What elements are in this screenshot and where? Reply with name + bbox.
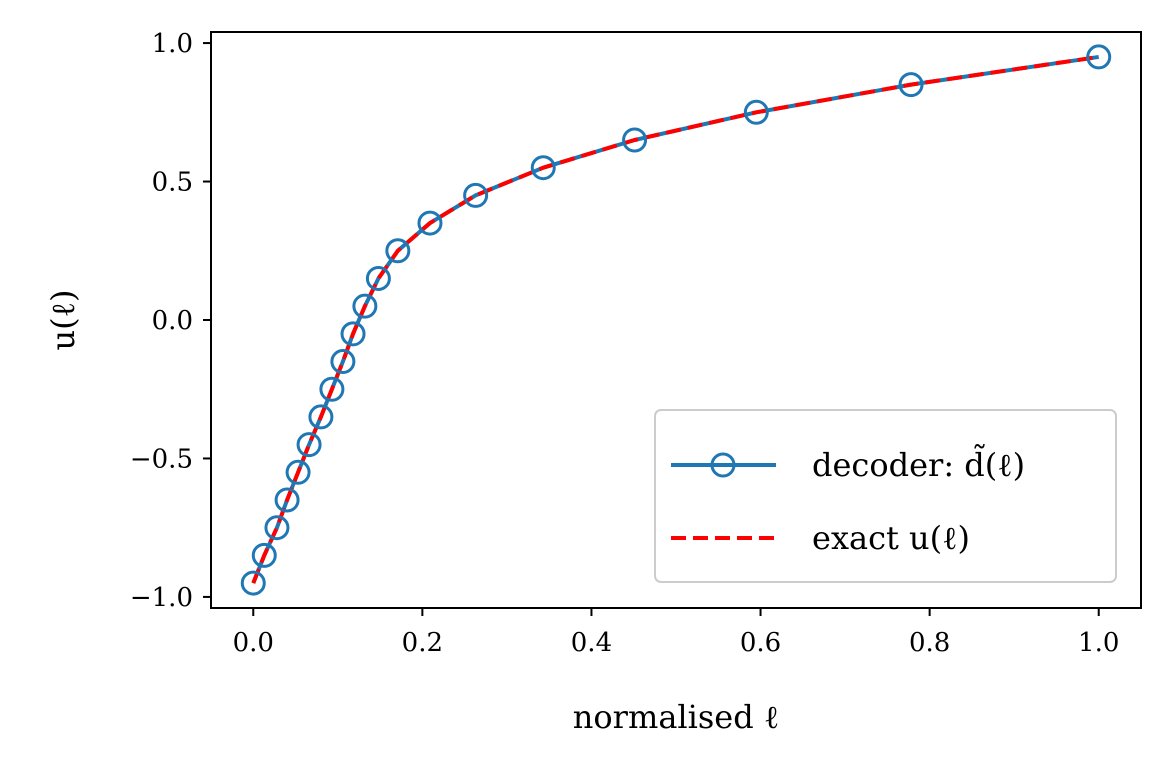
- x-tick-label: 1.0: [1078, 628, 1119, 658]
- y-axis-label: u(ℓ): [44, 290, 82, 351]
- decoder-point: [1086, 44, 1112, 70]
- legend-label-decoder: decoder: d̃(ℓ): [812, 445, 1025, 484]
- y-tick-label: 0.0: [152, 306, 193, 336]
- x-axis-label: normalised ℓ: [573, 698, 779, 736]
- decoder-point: [463, 182, 489, 208]
- x-tick-label: 0.0: [233, 628, 274, 658]
- y-axis: −1.0 −0.5 0.0 0.5 1.0: [130, 29, 211, 613]
- series-exact-line: [251, 54, 1100, 584]
- legend-label-exact: exact u(ℓ): [812, 519, 970, 557]
- legend-swatch-decoder-marker: [710, 452, 736, 478]
- decoder-point: [319, 376, 345, 402]
- y-tick-label: 1.0: [152, 29, 193, 59]
- legend: decoder: d̃(ℓ) exact u(ℓ): [654, 409, 1117, 583]
- decoder-point: [622, 127, 648, 153]
- decoder-point: [417, 210, 443, 236]
- decoder-point: [274, 487, 300, 513]
- decoder-point: [743, 99, 769, 125]
- x-tick-label: 0.2: [402, 628, 443, 658]
- decoder-point: [340, 321, 366, 347]
- y-tick-label: −1.0: [130, 583, 193, 613]
- decoder-point: [308, 404, 334, 430]
- decoder-point: [385, 238, 411, 264]
- decoder-point: [251, 542, 277, 568]
- y-tick-label: 0.5: [152, 168, 193, 198]
- x-tick-label: 0.8: [909, 628, 950, 658]
- x-tick-label: 0.4: [571, 628, 612, 658]
- decoder-point: [330, 349, 356, 375]
- decoder-point: [530, 155, 556, 181]
- x-axis: 0.0 0.2 0.4 0.6 0.8 1.0: [233, 608, 1119, 658]
- x-tick-label: 0.6: [740, 628, 781, 658]
- y-tick-label: −0.5: [130, 444, 193, 474]
- decoder-point: [365, 265, 391, 291]
- decoder-point: [296, 432, 322, 458]
- decoder-point: [352, 293, 378, 319]
- plot-area: [240, 44, 1112, 596]
- decoder-point: [240, 570, 266, 596]
- decoder-point: [898, 72, 924, 98]
- decoder-point: [264, 515, 290, 541]
- decoder-point: [285, 459, 311, 485]
- axes-frame: [210, 31, 1142, 609]
